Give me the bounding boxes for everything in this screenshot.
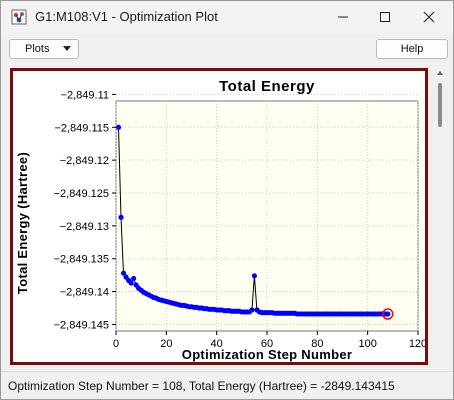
x-tick-label: 120 bbox=[409, 338, 425, 350]
status-bar: Optimization Step Number = 108, Total En… bbox=[1, 371, 453, 399]
x-tick-label: 60 bbox=[261, 338, 273, 350]
plots-dropdown-button[interactable]: Plots bbox=[9, 39, 79, 59]
y-tick-label: −2,849.11 bbox=[61, 89, 109, 101]
help-button[interactable]: Help bbox=[376, 39, 448, 59]
x-tick-label: 20 bbox=[160, 338, 172, 350]
x-tick-label: 100 bbox=[358, 338, 376, 350]
minimize-icon bbox=[338, 16, 348, 18]
gaussview-app-icon bbox=[11, 9, 27, 25]
x-tick-label: 0 bbox=[113, 338, 119, 350]
scroll-up-arrow-icon[interactable] bbox=[437, 71, 443, 75]
x-tick-label: 80 bbox=[311, 338, 323, 350]
chart-title: Total Energy bbox=[219, 78, 315, 95]
y-tick-label: −2,849.125 bbox=[54, 188, 109, 200]
data-point bbox=[115, 124, 122, 130]
y-tick-label: −2,849.135 bbox=[54, 254, 109, 266]
data-point bbox=[249, 307, 255, 313]
vertical-scrollbar[interactable] bbox=[433, 67, 447, 367]
close-icon bbox=[423, 11, 435, 23]
y-tick-label: −2,849.145 bbox=[54, 319, 109, 331]
data-point bbox=[120, 270, 127, 276]
maximize-icon bbox=[380, 12, 390, 22]
chevron-down-icon bbox=[63, 46, 71, 51]
maximize-button[interactable] bbox=[363, 1, 407, 33]
selected-point-marker bbox=[382, 308, 394, 320]
y-axis-label: Total Energy (Hartree) bbox=[15, 152, 30, 294]
y-tick-label: −2,849.115 bbox=[54, 122, 109, 134]
y-tick-label: −2,849.13 bbox=[60, 221, 109, 233]
y-tick-label: −2,849.14 bbox=[60, 287, 109, 299]
y-tick-label: −2,849.12 bbox=[60, 155, 109, 167]
total-energy-chart[interactable]: 0 20 40 60 80 100 120 −2,849.11 −2,849.115 −2,849… bbox=[13, 71, 427, 362]
data-point bbox=[118, 214, 124, 220]
title-bar[interactable]: G1:M108:V1 - Optimization Plot bbox=[1, 1, 453, 33]
plot-frame[interactable]: 0 20 40 60 80 100 120 −2,849.11 −2,849.115 −2,849… bbox=[10, 68, 428, 365]
data-point bbox=[128, 280, 134, 286]
status-readout: Optimization Step Number = 108, Total En… bbox=[8, 379, 395, 393]
help-button-label: Help bbox=[400, 43, 424, 55]
minimize-button[interactable] bbox=[321, 1, 365, 33]
x-axis-label: Optimization Step Number bbox=[182, 347, 352, 362]
plots-button-label: Plots bbox=[25, 43, 50, 55]
window-title: G1:M108:V1 - Optimization Plot bbox=[35, 9, 218, 24]
data-point bbox=[385, 311, 391, 317]
close-button[interactable] bbox=[407, 1, 451, 33]
x-tick-label: 40 bbox=[211, 338, 223, 350]
scrollbar-thumb[interactable] bbox=[438, 83, 442, 127]
data-point bbox=[251, 273, 258, 279]
data-point bbox=[131, 275, 137, 282]
